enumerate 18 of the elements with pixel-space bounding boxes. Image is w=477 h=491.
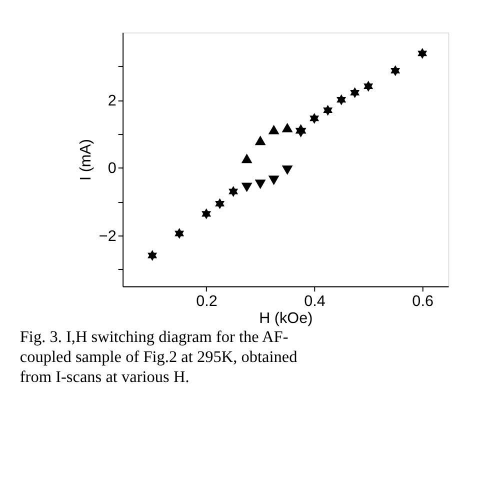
point bbox=[295, 128, 306, 138]
x-tick-label: 0.6 bbox=[412, 292, 434, 310]
point bbox=[282, 122, 293, 132]
caption: Fig. 3. I,H switching diagram for the AF-coupled sample of Fig.2 at 295K, obtained from I-scans at various H. bbox=[20, 326, 298, 386]
point bbox=[241, 182, 252, 192]
point bbox=[241, 154, 252, 164]
point bbox=[268, 124, 280, 134]
y-tick-label: 0 bbox=[108, 160, 116, 178]
point bbox=[282, 165, 293, 175]
point bbox=[254, 136, 266, 146]
x-tick-label: 0.2 bbox=[196, 292, 218, 310]
x-tick-label: 0.4 bbox=[304, 292, 326, 310]
point bbox=[268, 176, 280, 186]
y-axis-title: I (mA) bbox=[77, 138, 94, 181]
x-axis-title: H (kOe) bbox=[259, 310, 313, 328]
y-tick-label: 2 bbox=[108, 92, 116, 110]
point bbox=[254, 180, 266, 190]
y-tick-label: −2 bbox=[98, 228, 116, 245]
